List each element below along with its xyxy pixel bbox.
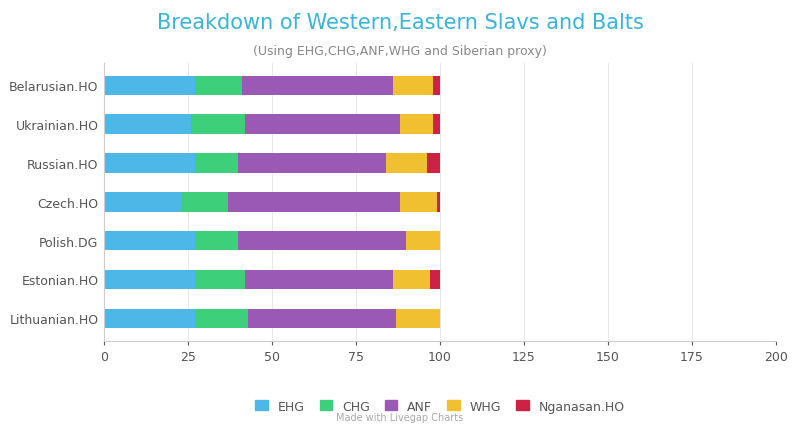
Bar bbox=[400, 115, 434, 135]
Bar bbox=[386, 154, 426, 173]
Bar bbox=[238, 231, 406, 251]
Bar bbox=[104, 193, 182, 212]
Bar bbox=[182, 193, 228, 212]
Bar bbox=[406, 231, 440, 251]
Bar bbox=[426, 154, 440, 173]
Legend: EHG, CHG, ANF, WHG, Nganasan.HO: EHG, CHG, ANF, WHG, Nganasan.HO bbox=[250, 394, 630, 417]
Bar bbox=[245, 115, 400, 135]
Bar bbox=[400, 193, 437, 212]
Bar bbox=[396, 309, 440, 328]
Bar bbox=[434, 115, 440, 135]
Bar bbox=[434, 77, 440, 96]
Text: (Using EHG,CHG,ANF,WHG and Siberian proxy): (Using EHG,CHG,ANF,WHG and Siberian prox… bbox=[253, 45, 547, 58]
Bar bbox=[194, 231, 238, 251]
Bar bbox=[437, 193, 440, 212]
Bar bbox=[104, 77, 194, 96]
Bar bbox=[393, 270, 430, 290]
Text: Made with Livegap Charts: Made with Livegap Charts bbox=[336, 412, 464, 422]
Bar bbox=[194, 77, 242, 96]
Bar bbox=[104, 154, 194, 173]
Bar bbox=[104, 309, 194, 328]
Bar bbox=[430, 270, 440, 290]
Bar bbox=[194, 154, 238, 173]
Bar bbox=[191, 115, 245, 135]
Bar bbox=[238, 154, 386, 173]
Bar bbox=[104, 115, 191, 135]
Bar bbox=[249, 309, 396, 328]
Bar bbox=[194, 270, 245, 290]
Bar bbox=[242, 77, 393, 96]
Bar bbox=[245, 270, 393, 290]
Bar bbox=[228, 193, 400, 212]
Bar bbox=[194, 309, 249, 328]
Bar bbox=[104, 231, 194, 251]
Bar bbox=[104, 270, 194, 290]
Text: Breakdown of Western,Eastern Slavs and Balts: Breakdown of Western,Eastern Slavs and B… bbox=[157, 13, 643, 33]
Bar bbox=[393, 77, 434, 96]
